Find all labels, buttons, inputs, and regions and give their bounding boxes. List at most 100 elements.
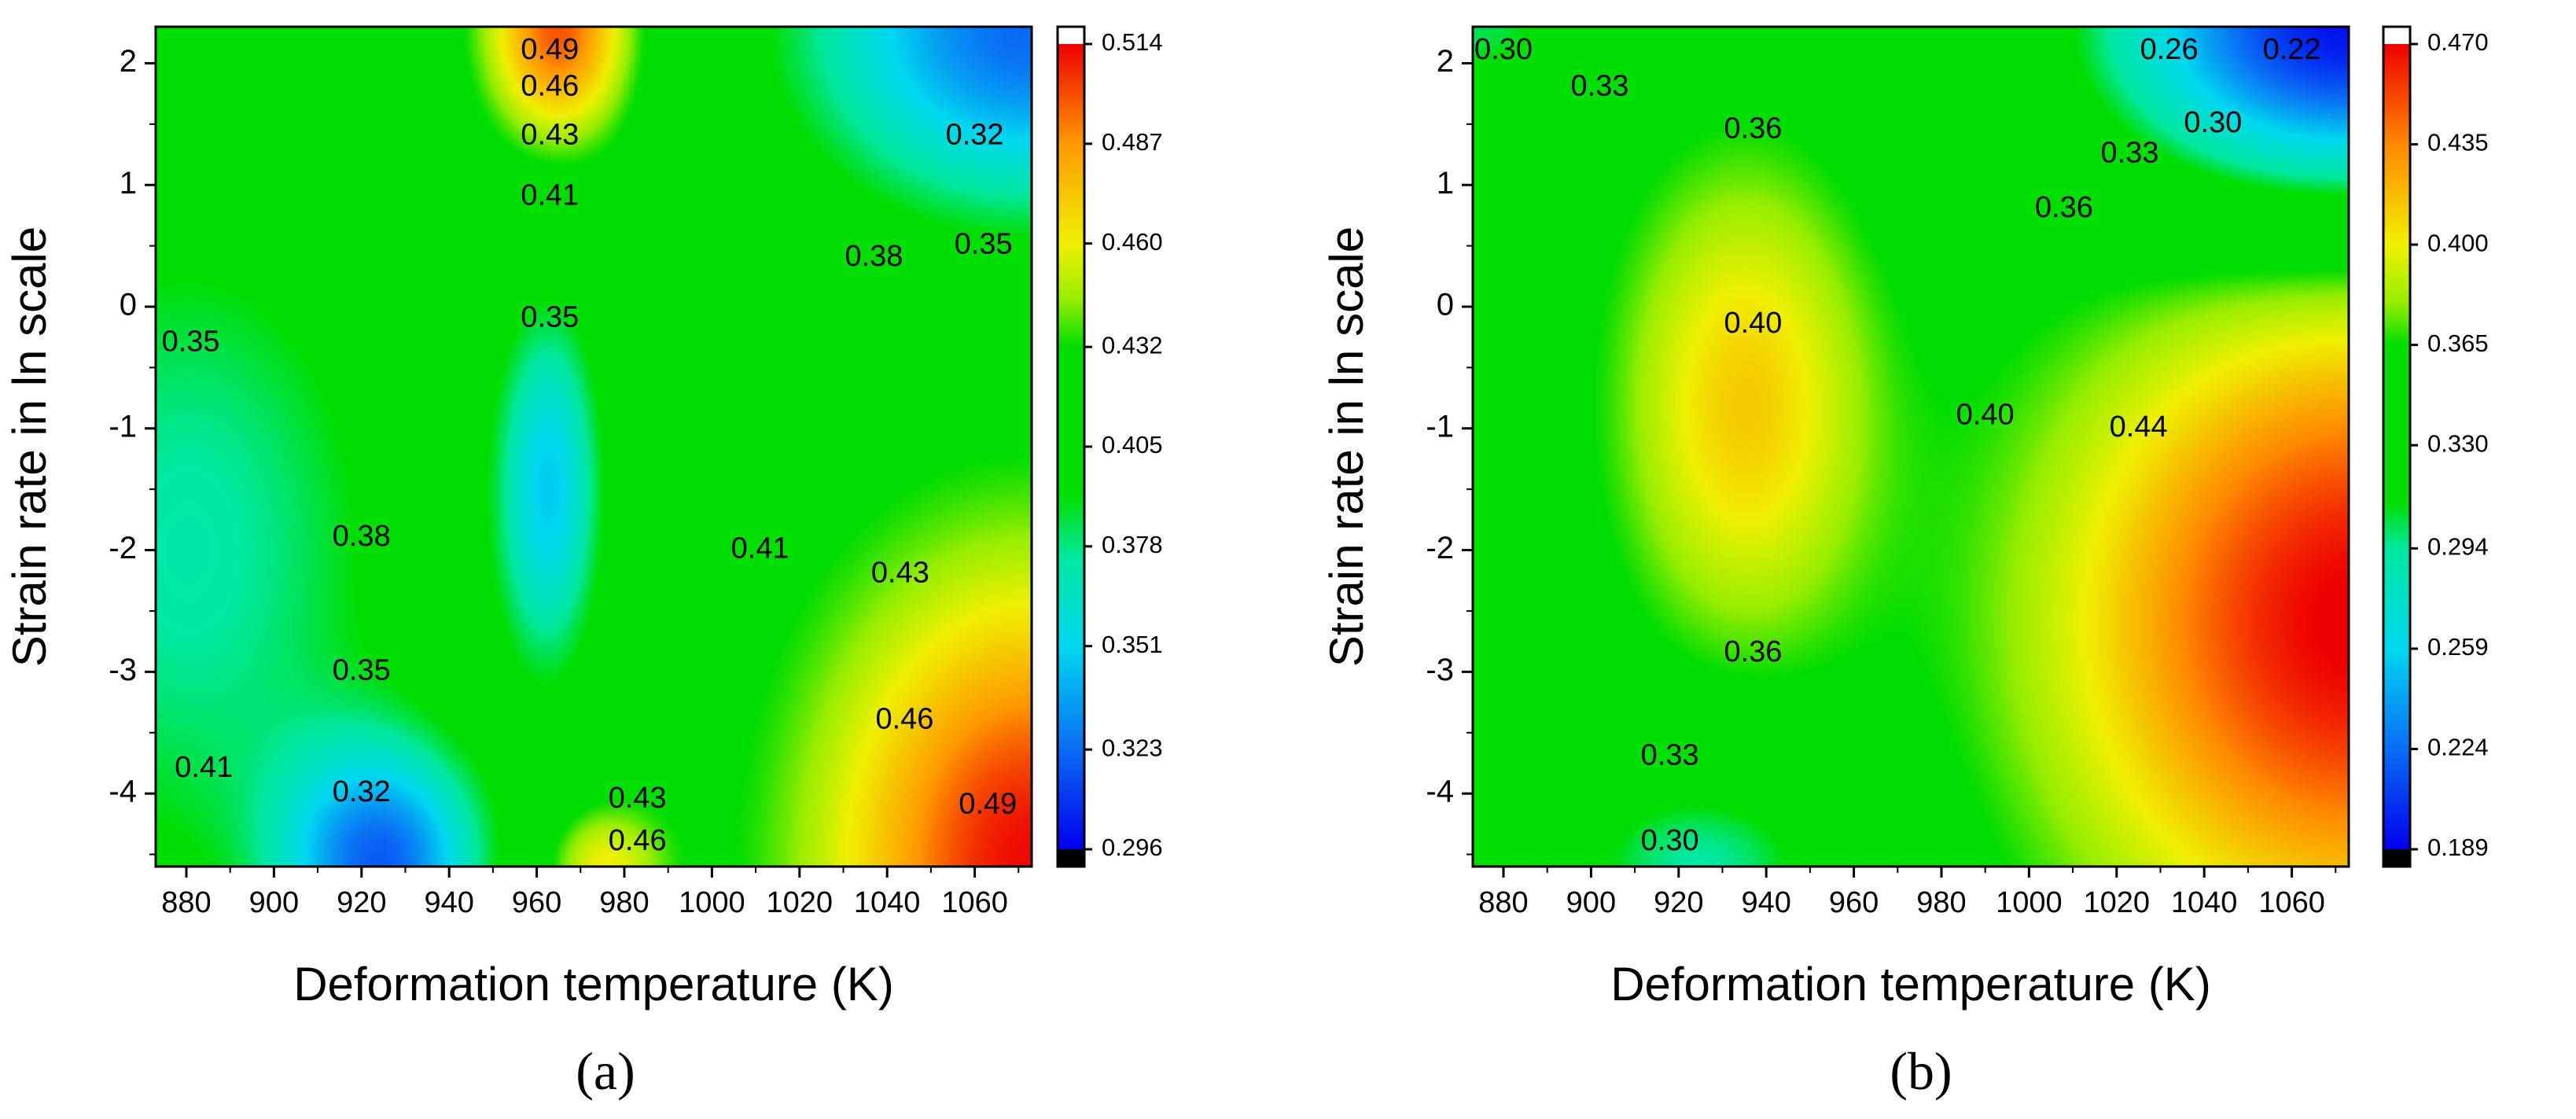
contour-label: 0.36 — [2035, 191, 2093, 224]
y-tick-label: -4 — [109, 775, 137, 809]
x-tick-label: 1040 — [2171, 886, 2238, 919]
panel-b-colorbar-overflow — [2383, 27, 2410, 44]
contour-label: 0.26 — [2140, 33, 2199, 66]
colorbar-tick-label: 0.259 — [2427, 633, 2489, 661]
contour-label: 0.30 — [1641, 824, 1699, 857]
x-tick-label: 980 — [1916, 886, 1966, 919]
x-tick-label: 880 — [161, 886, 211, 919]
colorbar-tick-label: 0.351 — [1102, 631, 1163, 658]
contour-label: 0.44 — [2110, 410, 2168, 444]
contour-label: 0.49 — [959, 788, 1017, 821]
colorbar-tick-label: 0.460 — [1102, 228, 1163, 256]
colorbar-tick-label: 0.365 — [2427, 329, 2489, 357]
x-axis-title: Deformation temperature (K) — [293, 958, 894, 1010]
colorbar-tick-label: 0.378 — [1102, 531, 1163, 558]
panel-a-colorbar-overflow — [1058, 27, 1084, 44]
y-tick-label: 1 — [1437, 166, 1454, 201]
y-tick-label: 0 — [120, 288, 137, 322]
contour-label: 0.35 — [333, 653, 391, 686]
y-tick-label: -1 — [109, 409, 137, 444]
y-tick-label: -1 — [1426, 409, 1454, 444]
contour-label: 0.35 — [955, 228, 1013, 261]
contour-label: 0.41 — [175, 751, 233, 784]
colorbar-tick-label: 0.432 — [1102, 331, 1163, 359]
panel-b-colorbar-frame — [2382, 25, 2412, 868]
panel-a-colorbar-underflow — [1058, 849, 1084, 867]
x-tick-label: 960 — [512, 886, 561, 919]
colorbar-tick-label: 0.487 — [1102, 128, 1163, 156]
contour-label: 0.30 — [2184, 106, 2242, 139]
panel-b-caption: (b) — [1890, 1041, 1952, 1101]
colorbar-tick-label: 0.294 — [2427, 533, 2489, 561]
x-tick-label: 980 — [599, 886, 649, 919]
contour-label: 0.41 — [731, 532, 789, 565]
contour-label: 0.49 — [521, 33, 579, 66]
x-tick-label: 1000 — [679, 886, 745, 919]
x-tick-label: 1040 — [854, 886, 921, 919]
y-tick-label: 1 — [120, 166, 137, 201]
y-axis-title: Strain rate in ln scale — [3, 226, 56, 667]
contour-label: 0.33 — [1641, 739, 1699, 772]
x-tick-label: 960 — [1829, 886, 1879, 919]
contour-label: 0.35 — [162, 325, 220, 358]
x-tick-label: 920 — [1654, 886, 1703, 919]
colorbar-tick-label: 0.435 — [2427, 129, 2489, 156]
x-tick-label: 920 — [337, 886, 386, 919]
panel-a: 0.490.460.430.410.320.350.380.350.350.38… — [3, 25, 1163, 1101]
y-tick-label: -2 — [109, 531, 137, 565]
contour-label: 0.46 — [521, 69, 579, 102]
contour-label: 0.43 — [609, 782, 667, 815]
panel-b-contour-fill — [1473, 27, 2349, 867]
x-axis-title: Deformation temperature (K) — [1610, 958, 2211, 1010]
panel-a-plot-frame — [154, 25, 1033, 868]
y-axis-title: Strain rate in ln scale — [1320, 226, 1373, 667]
contour-label: 0.46 — [875, 702, 933, 735]
colorbar-tick-label: 0.330 — [2427, 429, 2489, 457]
contour-label: 0.32 — [946, 118, 1004, 151]
y-tick-label: 2 — [1437, 44, 1454, 79]
x-tick-label: 900 — [1566, 886, 1616, 919]
panel-b-colorbar — [2383, 44, 2410, 849]
colorbar-tick-label: 0.405 — [1102, 431, 1163, 458]
panel-b-plot-frame — [1471, 25, 2350, 868]
contour-label: 0.40 — [1956, 398, 2015, 431]
y-tick-label: 2 — [120, 44, 137, 79]
x-tick-label: 940 — [1741, 886, 1790, 919]
y-tick-label: -4 — [1426, 775, 1454, 809]
contour-label: 0.40 — [1724, 307, 1782, 340]
y-tick-label: -3 — [1426, 653, 1454, 687]
contour-label: 0.38 — [845, 240, 903, 273]
x-tick-label: 1060 — [2258, 886, 2325, 919]
contour-label: 0.33 — [1571, 69, 1629, 102]
contour-label: 0.22 — [2263, 33, 2321, 66]
contour-label: 0.32 — [333, 775, 391, 808]
colorbar-tick-label: 0.470 — [2427, 28, 2489, 56]
colorbar-tick-label: 0.514 — [1102, 28, 1163, 56]
x-tick-label: 900 — [249, 886, 299, 919]
contour-label: 0.46 — [609, 824, 667, 857]
contour-label: 0.41 — [521, 179, 579, 212]
x-tick-label: 1020 — [767, 886, 834, 919]
y-tick-label: -2 — [1426, 531, 1454, 565]
colorbar-tick-label: 0.400 — [2427, 229, 2489, 256]
panel-b: 0.30 0.33 0.36 0.26 0.22 0.30 0.33 0.36 0.40 0.40… — [1320, 25, 2489, 1101]
x-tick-label: 1020 — [2084, 886, 2151, 919]
panel-a-colorbar — [1058, 44, 1084, 849]
panel-a-contour-fill — [156, 27, 1032, 867]
contour-label: 0.30 — [1474, 33, 1533, 66]
colorbar-tick-label: 0.323 — [1102, 734, 1163, 761]
colorbar-tick-label: 0.296 — [1102, 834, 1163, 861]
colorbar-tick-label: 0.189 — [2427, 834, 2489, 861]
panel-a-caption: (a) — [576, 1041, 635, 1101]
x-tick-label: 1060 — [941, 886, 1008, 919]
x-tick-label: 940 — [424, 886, 473, 919]
contour-label: 0.43 — [871, 557, 929, 590]
panel-b-colorbar-underflow — [2383, 849, 2410, 867]
y-tick-label: 0 — [1437, 288, 1454, 322]
colorbar-tick-label: 0.224 — [2427, 734, 2489, 761]
contour-label: 0.35 — [521, 301, 579, 334]
contour-label: 0.36 — [1724, 635, 1782, 668]
x-tick-label: 1000 — [1996, 886, 2063, 919]
